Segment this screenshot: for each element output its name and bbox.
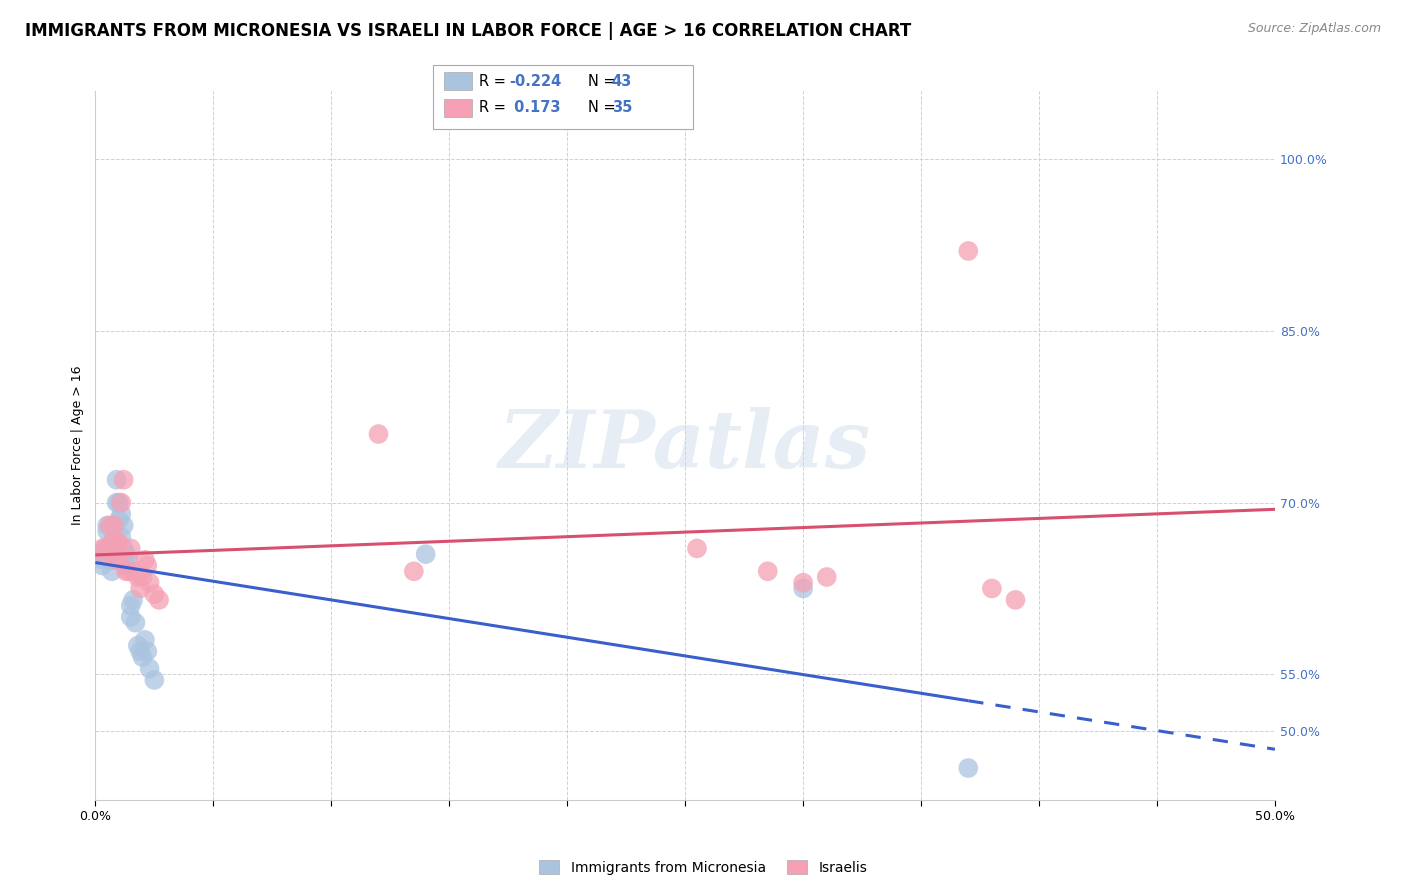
Point <box>957 244 980 258</box>
Point <box>98 541 121 556</box>
Point <box>89 547 111 561</box>
Point <box>91 541 114 556</box>
Point <box>103 541 125 556</box>
Text: 35: 35 <box>612 101 631 115</box>
Point <box>108 495 131 509</box>
Point <box>815 570 838 584</box>
Point <box>105 553 128 567</box>
Point <box>98 518 121 533</box>
Point <box>96 518 118 533</box>
Text: R =: R = <box>479 101 510 115</box>
Point <box>96 547 118 561</box>
Point <box>138 575 160 590</box>
Point <box>120 599 142 613</box>
Point <box>120 541 142 556</box>
Point <box>756 564 779 578</box>
Point <box>110 507 132 521</box>
Text: R =: R = <box>479 74 510 88</box>
Point <box>98 553 121 567</box>
Point <box>112 541 135 556</box>
Y-axis label: In Labor Force | Age > 16: In Labor Force | Age > 16 <box>72 366 84 525</box>
Legend: Immigrants from Micronesia, Israelis: Immigrants from Micronesia, Israelis <box>533 855 873 880</box>
Point <box>957 761 980 775</box>
Point <box>94 541 117 556</box>
Point <box>103 518 125 533</box>
Point <box>134 553 156 567</box>
Point <box>131 650 153 665</box>
Point <box>143 673 166 687</box>
Point <box>91 558 114 573</box>
Point <box>103 518 125 533</box>
Point <box>792 582 814 596</box>
Text: 43: 43 <box>612 74 631 88</box>
Point <box>108 541 131 556</box>
Point <box>143 587 166 601</box>
Point <box>105 535 128 549</box>
Point <box>101 535 124 549</box>
Point <box>101 553 124 567</box>
Point <box>105 541 128 556</box>
Point <box>91 553 114 567</box>
Point <box>115 564 138 578</box>
Point <box>105 473 128 487</box>
Point <box>94 547 117 561</box>
Point <box>129 582 152 596</box>
Point <box>117 553 139 567</box>
Point <box>402 564 425 578</box>
Point <box>136 644 159 658</box>
Point <box>96 541 118 556</box>
Point <box>108 553 131 567</box>
Point <box>105 495 128 509</box>
Point <box>129 644 152 658</box>
Text: N =: N = <box>588 101 620 115</box>
Point <box>792 575 814 590</box>
Point <box>124 615 146 630</box>
Point <box>415 547 437 561</box>
Point <box>101 541 124 556</box>
Text: -0.224: -0.224 <box>509 74 561 88</box>
Text: Source: ZipAtlas.com: Source: ZipAtlas.com <box>1247 22 1381 36</box>
Point <box>112 518 135 533</box>
Point <box>134 632 156 647</box>
Point <box>103 553 125 567</box>
Point <box>122 564 145 578</box>
Point <box>108 535 131 549</box>
Point <box>138 661 160 675</box>
Point <box>148 593 170 607</box>
Point <box>131 570 153 584</box>
Text: N =: N = <box>588 74 620 88</box>
Point <box>127 570 149 584</box>
Point <box>108 513 131 527</box>
Text: ZIPatlas: ZIPatlas <box>499 407 872 484</box>
Point <box>367 427 389 442</box>
Point <box>94 547 117 561</box>
Point <box>117 564 139 578</box>
Point <box>110 495 132 509</box>
Point <box>136 558 159 573</box>
Point <box>686 541 709 556</box>
Point <box>110 530 132 544</box>
Point <box>103 530 125 544</box>
Point <box>101 564 124 578</box>
Point <box>120 610 142 624</box>
Point <box>122 593 145 607</box>
Point <box>127 639 149 653</box>
Point <box>115 547 138 561</box>
Point <box>112 473 135 487</box>
Point <box>1004 593 1026 607</box>
Point <box>115 558 138 573</box>
Point <box>96 524 118 539</box>
Point <box>980 582 1002 596</box>
Point <box>101 541 124 556</box>
Text: 0.173: 0.173 <box>509 101 561 115</box>
Text: IMMIGRANTS FROM MICRONESIA VS ISRAELI IN LABOR FORCE | AGE > 16 CORRELATION CHAR: IMMIGRANTS FROM MICRONESIA VS ISRAELI IN… <box>25 22 911 40</box>
